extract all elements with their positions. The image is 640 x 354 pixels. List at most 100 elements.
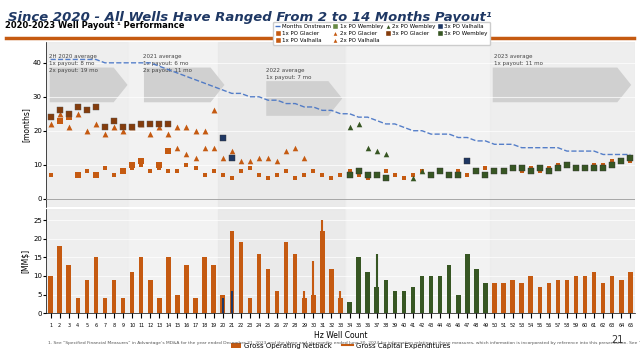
Point (45, 121, 56, 127)
Bar (49, 276, 53, 313)
Point (553, 162, 563, 167)
Point (625, 159, 636, 164)
Point (516, 169, 527, 174)
Point (534, 165, 545, 171)
Legend: Gross Operating Netback, Gross Capital Expenditures: Gross Operating Netback, Gross Capital E… (228, 340, 452, 352)
Point (73, 111, 83, 116)
Point (326, 176, 337, 181)
Text: 2H 2020 average
1x payout: 8 mo
2x payout: 19 mo: 2H 2020 average 1x payout: 8 mo 2x payou… (49, 55, 98, 73)
Point (571, 165, 581, 171)
Bar (121, 298, 125, 313)
Point (562, 162, 572, 167)
Bar (501, 284, 506, 313)
Point (191, 128, 201, 133)
Point (490, 169, 500, 174)
Legend: Months Onstream, 1x PO Glacier, 1x PO Valhalla, 1x PO Wembley, 2x PO Glacier, 2x: Months Onstream, 1x PO Glacier, 1x PO Va… (273, 22, 490, 45)
Point (63, 111, 74, 116)
Point (73, 172, 83, 178)
Bar (490, 42, 635, 207)
Point (91, 121, 101, 127)
Point (462, 172, 472, 178)
Point (209, 145, 219, 150)
Bar (520, 284, 524, 313)
Point (417, 169, 427, 174)
Bar (311, 295, 316, 313)
Bar (547, 284, 551, 313)
Bar (275, 291, 279, 313)
Bar (601, 284, 605, 313)
Point (544, 169, 554, 174)
Point (45, 172, 56, 178)
Y-axis label: [months]: [months] (21, 107, 30, 142)
Point (299, 155, 309, 161)
Point (353, 172, 364, 178)
Text: 21: 21 (612, 335, 624, 345)
Point (372, 172, 382, 178)
Point (100, 125, 110, 130)
Bar (420, 276, 424, 313)
Point (362, 176, 372, 181)
Point (571, 165, 581, 171)
Point (227, 176, 237, 181)
Point (299, 172, 309, 178)
Bar (374, 287, 379, 313)
Point (236, 159, 246, 164)
Bar (157, 298, 161, 313)
Point (118, 169, 128, 174)
Bar (84, 280, 89, 313)
Bar (492, 284, 497, 313)
Point (272, 172, 282, 178)
Bar (510, 280, 515, 313)
Bar (193, 298, 198, 313)
Bar (239, 242, 243, 313)
Bar (148, 280, 152, 313)
Bar (365, 272, 370, 313)
Point (154, 121, 164, 127)
Bar (411, 287, 415, 313)
Point (598, 162, 608, 167)
Point (607, 159, 618, 164)
Bar (127, 42, 218, 207)
Point (471, 169, 481, 174)
Bar (127, 209, 218, 313)
Point (480, 172, 490, 178)
Point (54, 108, 65, 113)
Bar (619, 280, 623, 313)
Point (200, 128, 210, 133)
Bar (592, 272, 596, 313)
Point (154, 162, 164, 167)
Bar (76, 298, 80, 313)
Point (227, 148, 237, 154)
Bar (338, 298, 343, 313)
Point (281, 148, 291, 154)
Bar (483, 284, 488, 313)
Point (172, 169, 182, 174)
Point (118, 125, 128, 130)
Point (236, 169, 246, 174)
Point (607, 162, 618, 167)
Point (544, 165, 554, 171)
Point (109, 125, 119, 130)
Point (480, 165, 490, 171)
Bar (345, 209, 490, 313)
Point (444, 172, 454, 178)
Bar (46, 42, 127, 207)
Bar (392, 291, 397, 313)
Point (317, 172, 328, 178)
Point (508, 165, 518, 171)
Bar (610, 276, 614, 313)
Point (82, 128, 92, 133)
Point (372, 172, 382, 178)
Point (426, 172, 436, 178)
Point (218, 172, 228, 178)
Point (453, 169, 463, 174)
Bar (465, 253, 470, 313)
Point (417, 169, 427, 174)
Point (209, 108, 219, 113)
Point (598, 165, 608, 171)
Point (534, 169, 545, 174)
Point (163, 169, 173, 174)
Bar (628, 272, 632, 313)
Bar (257, 253, 261, 313)
Point (191, 165, 201, 171)
